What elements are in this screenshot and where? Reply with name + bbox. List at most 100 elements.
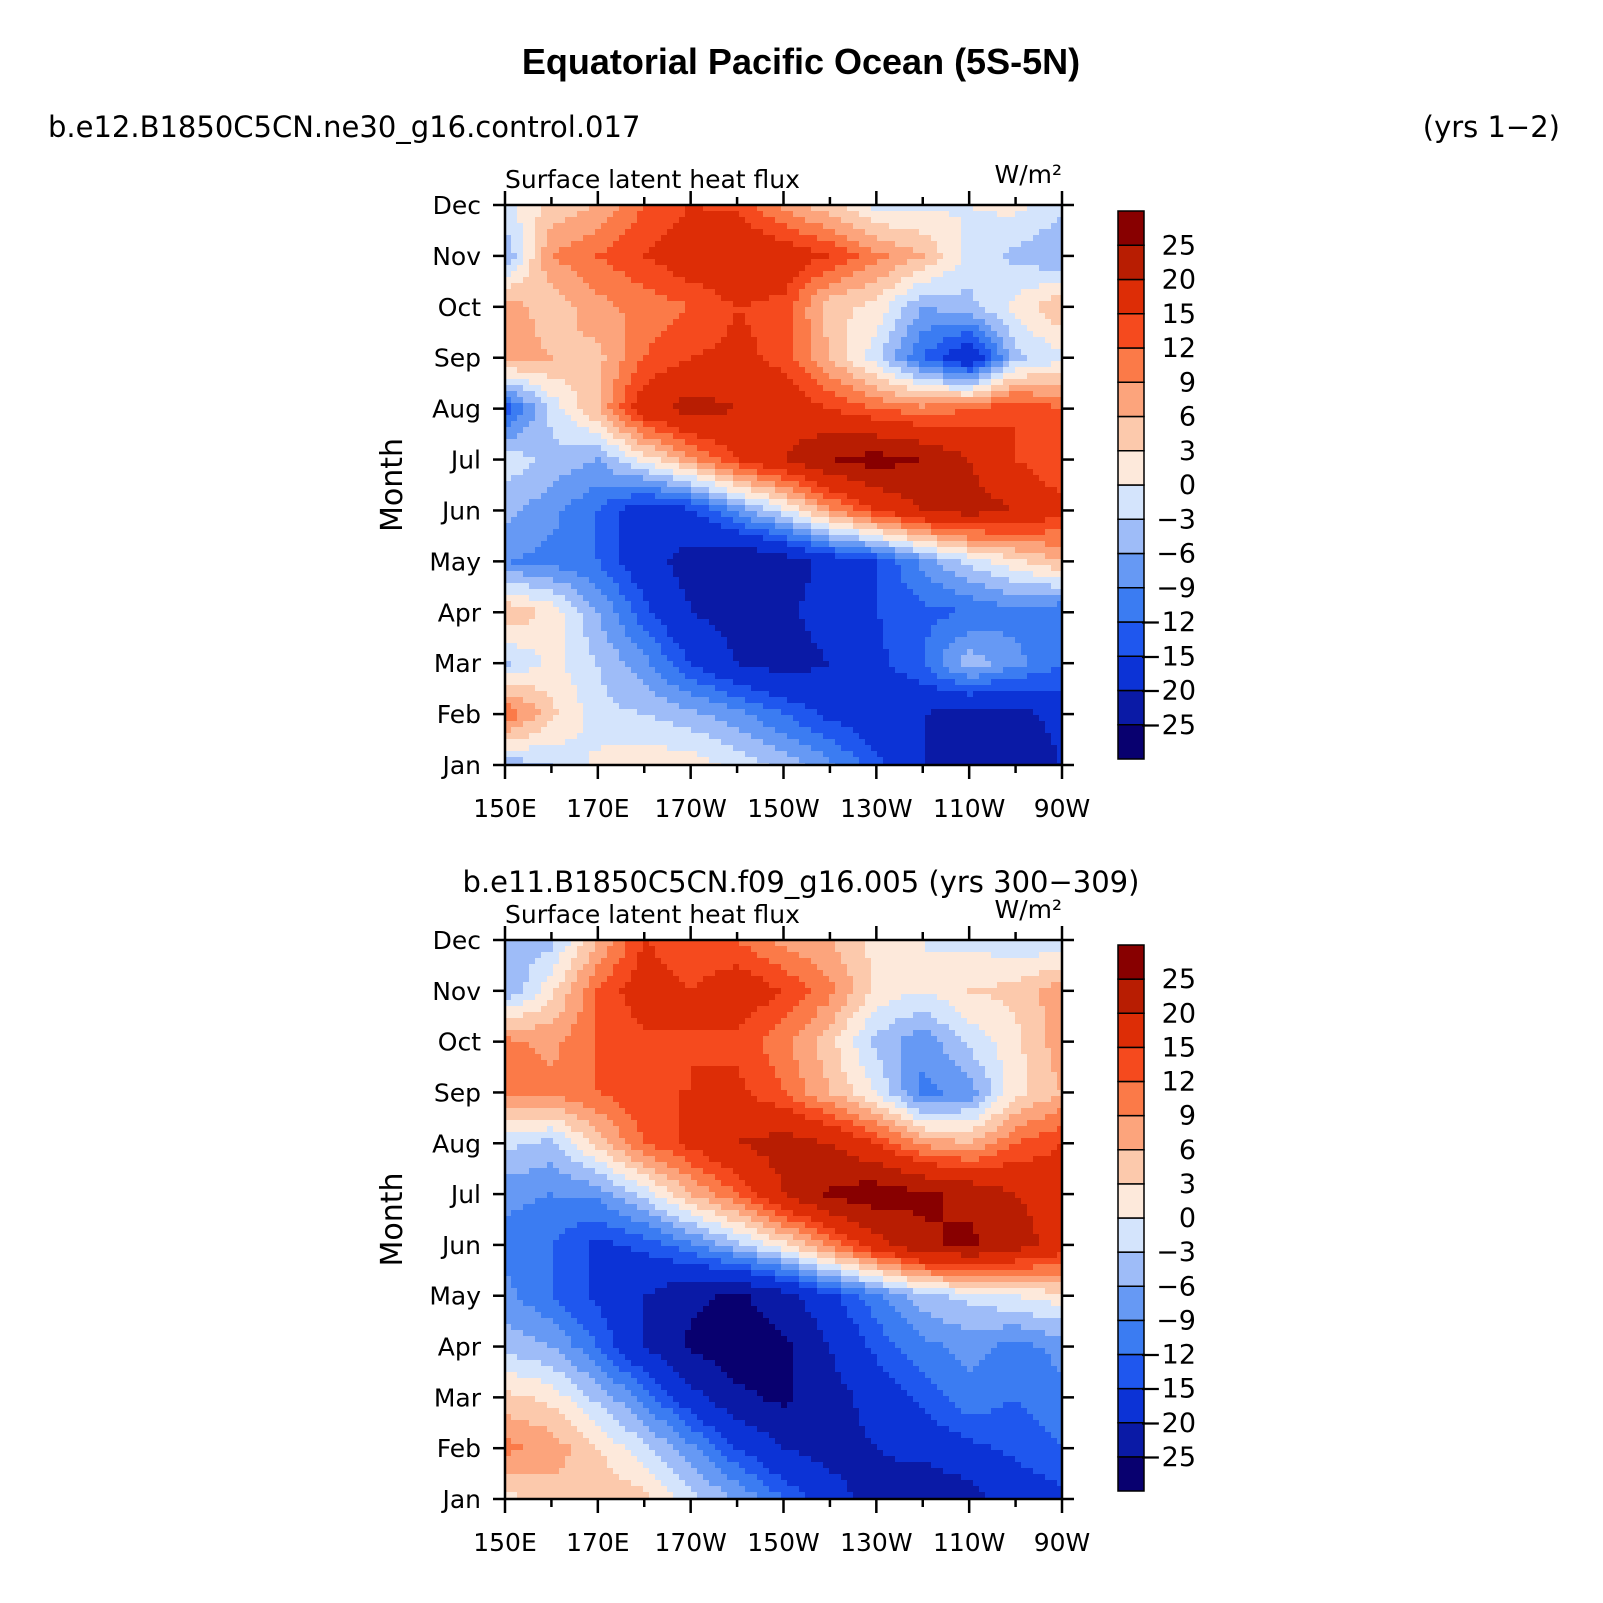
heatmap-cell (673, 283, 680, 290)
heatmap-cell (745, 367, 752, 374)
heatmap-cell (967, 367, 974, 374)
heatmap-cell (679, 337, 686, 344)
heatmap-cell (631, 295, 638, 302)
heatmap-cell (745, 307, 752, 314)
heatmap-cell (547, 325, 554, 332)
heatmap-cell (913, 379, 920, 386)
heatmap-cell (985, 229, 992, 236)
heatmap-cell (919, 241, 926, 248)
heatmap-cell (787, 217, 794, 224)
heatmap-cell (643, 361, 650, 368)
heatmap-cell (745, 349, 752, 356)
heatmap-cell (931, 379, 938, 386)
heatmap-cell (1015, 409, 1022, 416)
heatmap-cell (949, 271, 956, 278)
heatmap-cell (769, 373, 776, 380)
heatmap-cell (763, 265, 770, 272)
heatmap-cell (1039, 211, 1046, 218)
heatmap-cell (595, 283, 602, 290)
heatmap-cell (631, 343, 638, 350)
heatmap-cell (949, 295, 956, 302)
heatmap-cell (535, 325, 542, 332)
heatmap-cell (1027, 289, 1034, 296)
heatmap-cell (745, 217, 752, 224)
heatmap-cell (829, 241, 836, 248)
heatmap-cell (841, 355, 848, 362)
heatmap-cell (841, 367, 848, 374)
heatmap-cell (559, 307, 566, 314)
heatmap-cell (775, 397, 782, 404)
heatmap-cell (517, 397, 524, 404)
heatmap-cell (727, 385, 734, 392)
heatmap-cell (751, 217, 758, 224)
heatmap-cell (991, 223, 998, 230)
heatmap-cell (961, 229, 968, 236)
heatmap-cell (823, 241, 830, 248)
heatmap-cell (619, 307, 626, 314)
heatmap-cell (535, 367, 542, 374)
heatmap-cell (613, 295, 620, 302)
heatmap-cell (955, 247, 962, 254)
heatmap-cell (661, 277, 668, 284)
heatmap-cell (763, 313, 770, 320)
heatmap-cell (601, 235, 608, 242)
heatmap-cell (877, 343, 884, 350)
heatmap-cell (565, 397, 572, 404)
heatmap-cell (973, 247, 980, 254)
heatmap-cell (913, 277, 920, 284)
heatmap-cell (709, 379, 716, 386)
heatmap-cell (943, 223, 950, 230)
heatmap-cell (865, 391, 872, 398)
heatmap-cell (523, 355, 530, 362)
heatmap-cell (529, 391, 536, 398)
heatmap-cell (541, 283, 548, 290)
heatmap-cell (715, 361, 722, 368)
heatmap-cell (763, 367, 770, 374)
heatmap-cell (1051, 211, 1058, 218)
heatmap-cell (913, 289, 920, 296)
heatmap-cell (637, 331, 644, 338)
heatmap-cell (565, 301, 572, 308)
heatmap-cell (643, 217, 650, 224)
heatmap-cell (649, 331, 656, 338)
heatmap-cell (823, 403, 830, 410)
heatmap-cell (961, 367, 968, 374)
heatmap-cell (967, 409, 974, 416)
heatmap-cell (811, 271, 818, 278)
heatmap-cell (799, 217, 806, 224)
heatmap-cell (979, 271, 986, 278)
heatmap-cell (655, 391, 662, 398)
heatmap-cell (811, 253, 818, 260)
heatmap-cell (709, 385, 716, 392)
heatmap-cell (745, 361, 752, 368)
heatmap-cell (919, 331, 926, 338)
heatmap-cell (973, 391, 980, 398)
heatmap-cell (541, 391, 548, 398)
heatmap-cell (769, 313, 776, 320)
figure-title: Equatorial Pacific Ocean (5S-5N) (522, 41, 1080, 82)
heatmap-cell (1051, 271, 1058, 278)
heatmap-cell (601, 265, 608, 272)
heatmap-cell (745, 325, 752, 332)
heatmap-cell (877, 385, 884, 392)
heatmap-cell (697, 355, 704, 362)
heatmap-cell (835, 349, 842, 356)
heatmap-cell (889, 343, 896, 350)
heatmap-cell (667, 283, 674, 290)
heatmap-cell (889, 319, 896, 326)
heatmap-cell (619, 415, 626, 422)
heatmap-cell (997, 301, 1004, 308)
heatmap-cell (583, 241, 590, 248)
heatmap-cell (1003, 325, 1010, 332)
heatmap-cell (649, 223, 656, 230)
heatmap-cell (793, 397, 800, 404)
heatmap-cell (703, 301, 710, 308)
heatmap-cell (721, 325, 728, 332)
heatmap-cell (925, 301, 932, 308)
heatmap-cell (709, 295, 716, 302)
heatmap-cell (661, 355, 668, 362)
heatmap-cell (673, 253, 680, 260)
heatmap-cell (991, 211, 998, 218)
heatmap-cell (1009, 379, 1016, 386)
heatmap-cell (943, 409, 950, 416)
